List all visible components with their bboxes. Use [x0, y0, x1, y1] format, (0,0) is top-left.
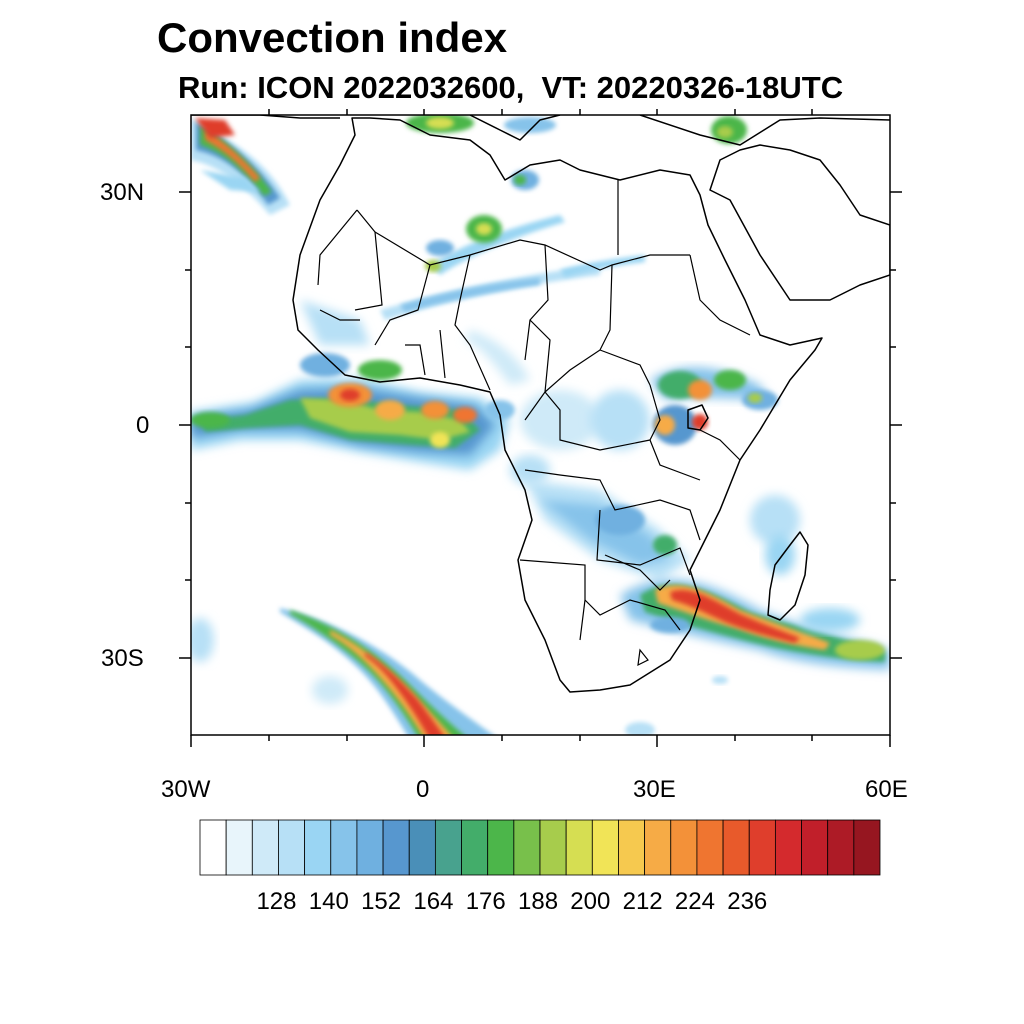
field-gulf-of-guinea — [191, 353, 515, 470]
colorbar-tick-label: 152 — [361, 888, 402, 915]
colorbar-tick-label: 140 — [308, 888, 349, 915]
field-mozambique-band — [620, 579, 890, 670]
lon-label-60e: 60E — [865, 776, 908, 803]
lat-label-30s: 30S — [101, 645, 144, 672]
chart-title: Convection index — [157, 14, 508, 61]
axis-ticks — [179, 109, 902, 747]
colorbar-tick-label: 176 — [465, 888, 506, 915]
europe-coastline — [191, 115, 890, 146]
colorbar-tick-label: 236 — [727, 888, 768, 915]
madagascar-coastline — [767, 531, 809, 621]
africa-coastline — [292, 117, 823, 693]
lat-label-0: 0 — [136, 412, 150, 439]
arabia-coastline — [709, 144, 890, 301]
colorbar-tick-label: 200 — [570, 888, 611, 915]
chart-subtitle: Run: ICON 2022032600, VT: 20220326-18UTC — [178, 70, 844, 105]
lon-label-30w: 30W — [161, 776, 211, 803]
country-borders — [317, 180, 751, 667]
field-east-africa — [650, 367, 778, 445]
lon-label-0: 0 — [416, 776, 430, 803]
colorbar-tick-label: 188 — [518, 888, 559, 915]
field-mediterranean — [406, 115, 747, 190]
lake-victoria — [687, 404, 709, 431]
colorbar-tick-label: 128 — [256, 888, 297, 915]
field-south-africa — [712, 676, 728, 684]
field-angola-zambia — [525, 480, 800, 580]
convection-field — [191, 115, 890, 735]
lat-label-30n: 30N — [100, 179, 145, 206]
lon-label-30e: 30E — [633, 776, 676, 803]
field-south-atlantic — [191, 608, 655, 735]
colorbar-tick-label: 212 — [622, 888, 663, 915]
field-nw-atlantic — [191, 118, 290, 215]
coastlines — [191, 115, 890, 693]
colorbar-tick-label: 224 — [674, 888, 715, 915]
field-sahara — [300, 215, 645, 385]
colorbar-tick-label: 164 — [413, 888, 454, 915]
